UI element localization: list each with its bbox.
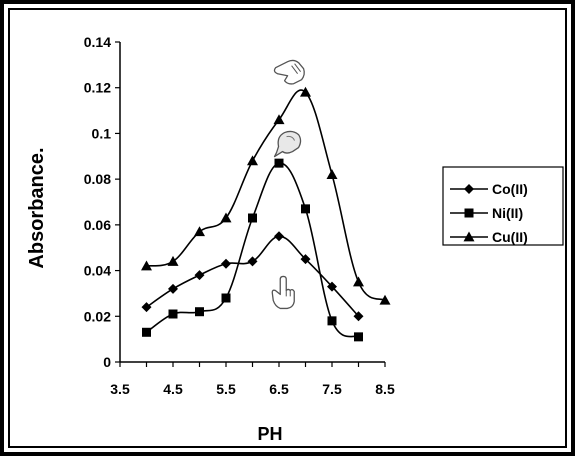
data-point-square — [301, 204, 310, 214]
data-point-square — [248, 213, 257, 223]
x-axis-title: PH — [257, 424, 282, 444]
y-tick-label: 0.08 — [84, 171, 111, 187]
data-point-square — [327, 316, 337, 326]
data-point-square — [221, 293, 231, 303]
plot-area: 0 0.02 0.04 0.06 0.08 0.1 0.12 0.14 3.5 4.5 5.5 6.5… — [84, 34, 395, 397]
data-point-triangle — [247, 155, 258, 166]
data-point-square — [274, 158, 284, 168]
annotation-layer — [271, 59, 305, 310]
legend-marker-square — [464, 208, 474, 218]
y-tick-label: 0 — [103, 354, 111, 370]
data-point-triangle — [141, 260, 152, 271]
legend-label: Cu(II) — [492, 229, 528, 245]
data-point-diamond — [194, 270, 205, 281]
x-tick-label: 4.5 — [163, 381, 183, 397]
data-point-square — [195, 307, 204, 317]
data-point-triangle — [353, 276, 364, 287]
data-point-diamond — [300, 254, 311, 265]
data-point-diamond — [141, 302, 152, 313]
data-point-diamond — [353, 311, 364, 322]
x-tick-label: 6.5 — [269, 381, 289, 397]
data-point-diamond — [247, 256, 258, 267]
x-tick-label: 5.5 — [216, 381, 236, 397]
cu-peak-hand-icon — [273, 59, 305, 85]
y-axis-title: Absorbance. — [26, 147, 48, 268]
data-point-square — [168, 309, 178, 319]
legend-label: Co(II) — [492, 181, 528, 197]
legend: Co(II) Ni(II) Cu(II) — [442, 166, 564, 246]
data-point-triangle — [273, 114, 285, 125]
x-tick-label: 7.5 — [322, 381, 342, 397]
legend-box — [442, 166, 564, 246]
legend-marker-triangle — [463, 231, 475, 242]
legend-marker-diamond — [464, 184, 474, 194]
series-diamond — [141, 231, 364, 322]
data-point-triangle — [194, 226, 205, 237]
co-peak-hand-icon — [271, 275, 295, 310]
data-point-triangle — [300, 86, 311, 97]
ni-peak-hand-icon — [273, 130, 302, 158]
inner-frame — [8, 8, 567, 448]
series-triangle — [141, 86, 391, 305]
data-point-diamond — [168, 283, 178, 294]
data-point-diamond — [221, 258, 231, 269]
y-tick-label: 0.04 — [84, 263, 111, 279]
y-tick-label: 0.06 — [84, 217, 111, 233]
legend-items: Co(II) Ni(II) Cu(II) — [450, 181, 528, 245]
y-tick-label: 0.14 — [84, 34, 111, 50]
y-tick-label: 0.02 — [84, 308, 111, 324]
data-point-square — [354, 332, 363, 342]
x-tick-label: 8.5 — [375, 381, 395, 397]
legend-label: Ni(II) — [492, 205, 523, 221]
data-point-triangle — [167, 255, 179, 266]
series-square — [142, 158, 363, 342]
y-tick-label: 0.12 — [84, 80, 111, 96]
data-point-triangle — [220, 212, 232, 223]
data-point-square — [142, 327, 151, 337]
y-tick-label: 0.1 — [92, 125, 112, 141]
data-point-triangle — [379, 294, 391, 305]
data-point-diamond — [274, 231, 284, 242]
data-point-diamond — [327, 281, 337, 292]
data-point-triangle — [326, 169, 338, 179]
series-line — [146, 89, 386, 302]
x-tick-label: 3.5 — [110, 381, 130, 397]
